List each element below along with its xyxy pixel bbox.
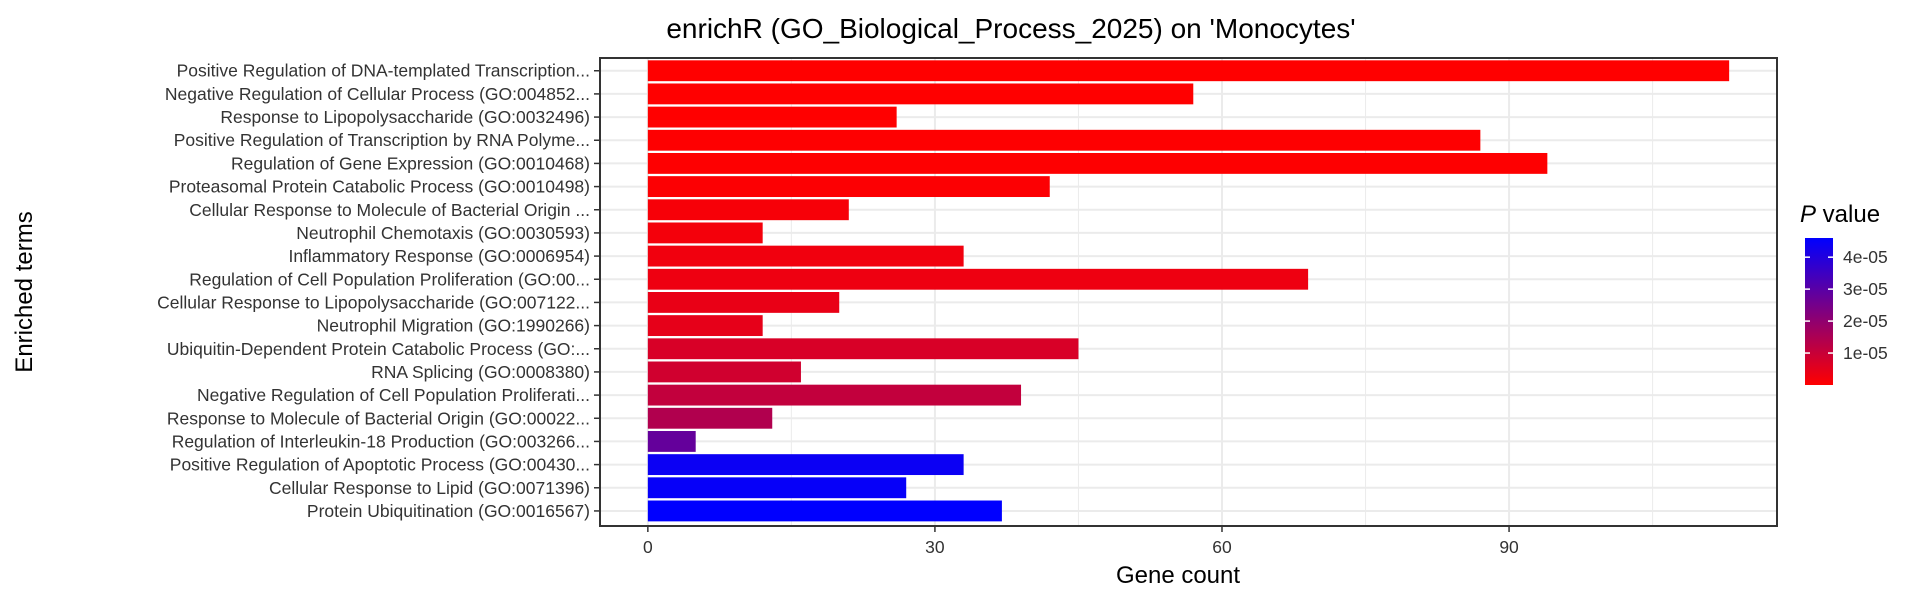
y-tick-label: Regulation of Interleukin-18 Production …	[172, 431, 590, 451]
bar	[647, 106, 897, 128]
bar	[647, 500, 1002, 522]
y-tick-label: Cellular Response to Lipid (GO:0071396)	[269, 478, 590, 498]
bar	[647, 431, 696, 452]
bar	[647, 384, 1022, 406]
bar	[647, 268, 1309, 290]
y-tick-label: Cellular Response to Lipopolysaccharide …	[157, 292, 590, 312]
y-tick-label: Positive Regulation of Apoptotic Process…	[170, 455, 590, 475]
bars	[647, 60, 1730, 522]
legend-tick-label: 3e-05	[1843, 279, 1888, 299]
y-tick-label: Response to Lipopolysaccharide (GO:00324…	[220, 107, 590, 127]
y-tick-label: Positive Regulation of Transcription by …	[174, 130, 590, 150]
bar	[647, 315, 763, 337]
bar	[647, 152, 1548, 174]
y-tick-label: Response to Molecule of Bacterial Origin…	[167, 408, 590, 428]
bar	[647, 199, 849, 221]
bar	[647, 292, 840, 313]
y-tick-labels: Positive Regulation of DNA-templated Tra…	[157, 61, 600, 521]
y-tick-label: Negative Regulation of Cell Population P…	[197, 385, 590, 405]
legend: P value 1e-05 2e-05 3e-05 4e-05	[1800, 201, 1888, 385]
x-tick-label: 30	[925, 537, 945, 557]
y-tick-label: Ubiquitin-Dependent Protein Catabolic Pr…	[167, 339, 590, 359]
legend-ticks: 1e-05 2e-05 3e-05 4e-05	[1805, 247, 1888, 363]
legend-colorbar	[1805, 238, 1833, 385]
bar	[647, 83, 1194, 105]
bar	[647, 60, 1730, 82]
bar	[647, 338, 1079, 360]
bar	[647, 129, 1481, 151]
legend-tick-label: 2e-05	[1843, 311, 1888, 331]
x-tick-labels: 0 30 60 90	[643, 526, 1519, 557]
y-tick-label: Proteasomal Protein Catabolic Process (G…	[169, 177, 590, 197]
bar	[647, 407, 773, 429]
chart-title: enrichR (GO_Biological_Process_2025) on …	[666, 13, 1355, 44]
bar	[647, 454, 964, 476]
panel-border	[599, 57, 1778, 527]
legend-title-rest: value	[1816, 201, 1880, 228]
y-tick-label: RNA Splicing (GO:0008380)	[371, 362, 590, 382]
y-tick-label: Regulation of Gene Expression (GO:001046…	[231, 153, 590, 173]
legend-tick-label: 1e-05	[1843, 343, 1888, 363]
bar	[647, 477, 907, 499]
x-tick-label: 60	[1212, 537, 1232, 557]
bar	[647, 361, 801, 383]
bar	[647, 222, 763, 244]
legend-title-italic: P	[1800, 201, 1816, 228]
y-tick-label: Cellular Response to Molecule of Bacteri…	[189, 200, 590, 220]
x-axis-title: Gene count	[1116, 562, 1240, 589]
legend-title: P value	[1800, 201, 1880, 228]
y-tick-label: Protein Ubiquitination (GO:0016567)	[307, 501, 590, 521]
bar	[647, 176, 1050, 198]
y-axis-title: Enriched terms	[11, 211, 38, 372]
y-tick-label: Inflammatory Response (GO:0006954)	[288, 246, 590, 266]
bar	[647, 245, 964, 267]
y-tick-label: Neutrophil Chemotaxis (GO:0030593)	[296, 223, 590, 243]
y-tick-label: Negative Regulation of Cellular Process …	[165, 84, 590, 104]
y-tick-label: Positive Regulation of DNA-templated Tra…	[177, 61, 590, 81]
y-tick-label: Regulation of Cell Population Proliferat…	[189, 269, 590, 289]
x-tick-label: 90	[1499, 537, 1519, 557]
x-tick-label: 0	[643, 537, 653, 557]
y-tick-label: Neutrophil Migration (GO:1990266)	[317, 316, 590, 336]
legend-tick-label: 4e-05	[1843, 247, 1888, 267]
